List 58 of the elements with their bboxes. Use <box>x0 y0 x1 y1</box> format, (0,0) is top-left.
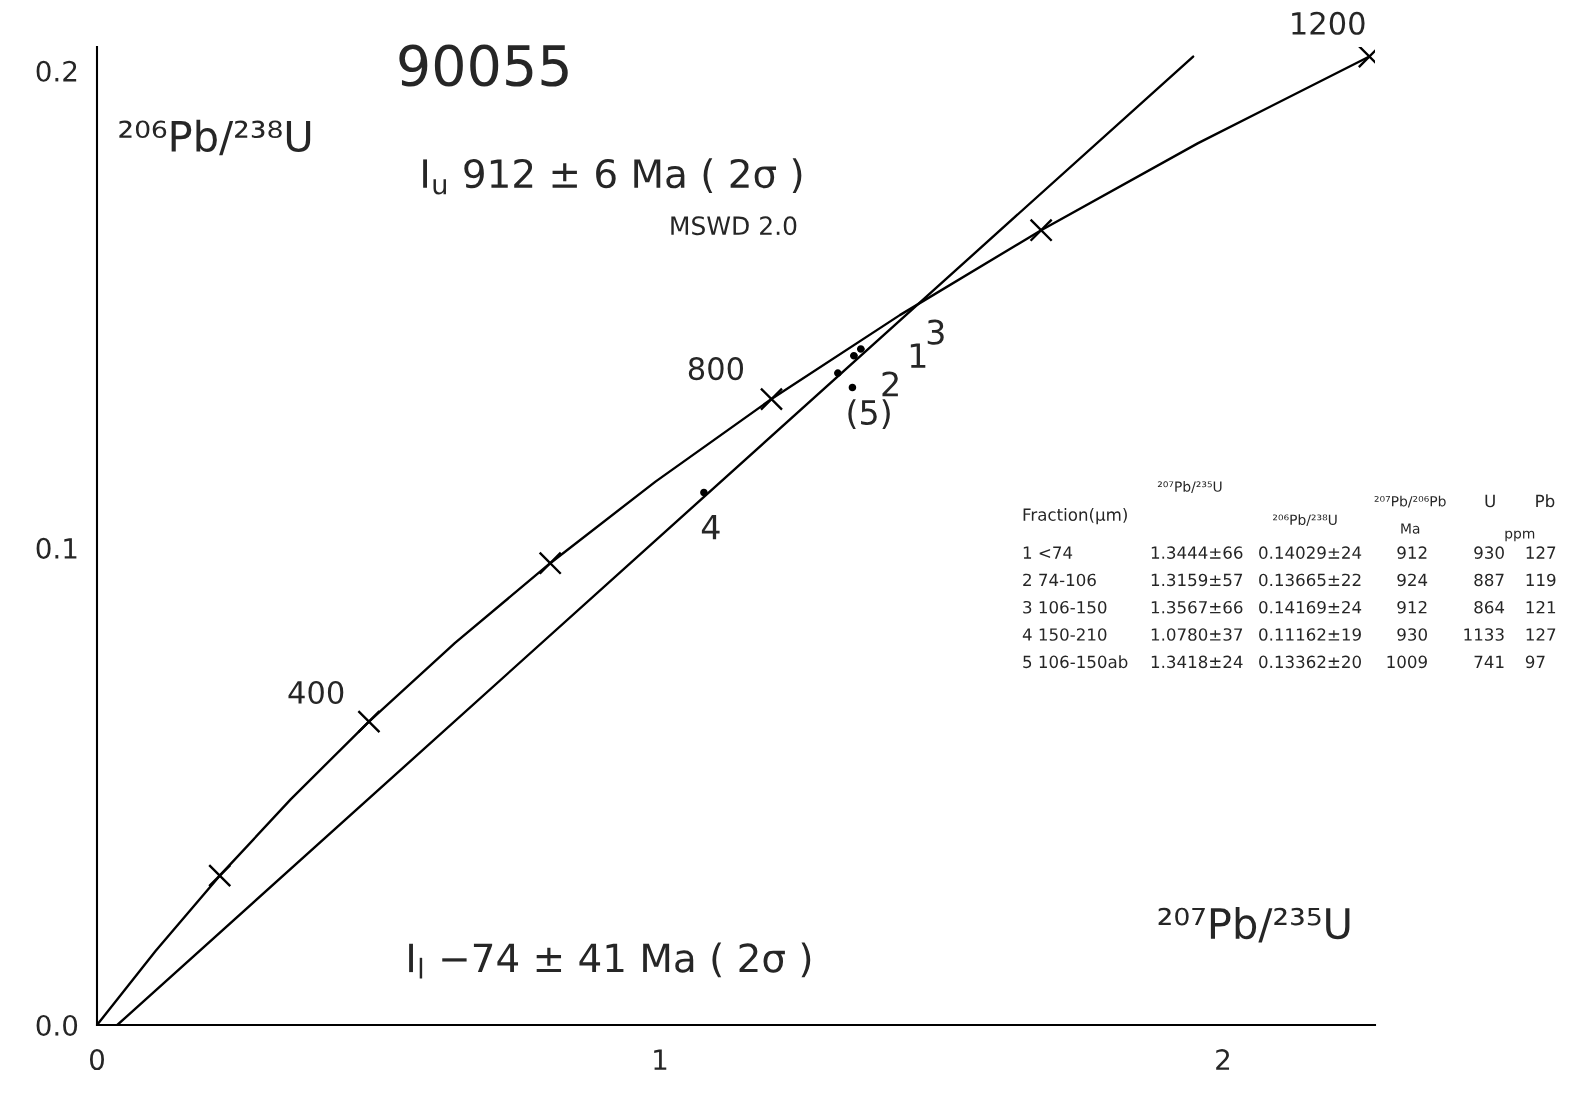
annotation: MSWD 2.0 <box>671 216 797 236</box>
text: 1009 <box>1387 655 1427 669</box>
text: Pb <box>1536 494 1555 508</box>
annotation: 4 <box>701 514 720 540</box>
annotation: 0.14029±24 <box>1259 546 1362 559</box>
text: 930 <box>1397 628 1427 641</box>
text: 930 <box>1474 546 1504 559</box>
x-tick-label: 2 <box>1216 1049 1230 1070</box>
annotation: 1 <74 <box>1023 546 1073 559</box>
text: 97 <box>1525 655 1545 669</box>
y-tick-label: 0.1 <box>36 537 77 559</box>
annotation: 3 106-150 <box>1023 600 1107 614</box>
annotation: 2 74-106 <box>1023 573 1096 587</box>
annotation: 1.3159±57 <box>1151 573 1243 587</box>
annotation: 0.13665±22 <box>1259 573 1361 587</box>
annotation: (5) <box>848 399 890 429</box>
annotation: ²⁰⁶Pb/²³⁸U <box>1273 514 1337 527</box>
text: 119 <box>1526 573 1556 587</box>
text: ppm <box>1505 530 1535 542</box>
text: Ma <box>1401 523 1420 534</box>
annotation: 0.13362±20 <box>1259 655 1361 669</box>
annotation: 3 <box>927 319 944 345</box>
text: 912 <box>1397 600 1427 614</box>
y-tick-label: 0.0 <box>36 1014 78 1036</box>
text: 1133 <box>1464 628 1504 641</box>
annotation: 1200 <box>1292 11 1365 35</box>
annotation: 1.3418±24 <box>1151 655 1243 669</box>
x-tick-label: 1 <box>654 1049 667 1070</box>
annotation: ²⁰⁷Pb/²³⁵U <box>1157 481 1222 493</box>
annotation: I$_{l}$ −74 ± 41 Ma ( 2σ ) <box>409 942 811 979</box>
annotation: 0.11162±19 <box>1259 628 1361 641</box>
annotation: Fraction(μm) <box>1023 508 1127 525</box>
annotation: 1.3444±66 <box>1151 546 1243 559</box>
text: 741 <box>1474 655 1504 668</box>
y-tick-label: 0.2 <box>36 60 77 82</box>
x-axis-title: ²⁰⁷Pb/²³⁵U <box>1158 907 1350 943</box>
annotation: 800 <box>688 357 744 381</box>
annotation: 1.3567±66 <box>1151 600 1243 614</box>
text: U <box>1485 494 1495 508</box>
annotation: 0.14169±24 <box>1259 600 1362 614</box>
text: 127 <box>1526 546 1556 559</box>
annotation: 2 <box>882 371 898 397</box>
annotation: ²⁰⁷Pb/²⁰⁶Pb <box>1374 495 1446 508</box>
text: 127 <box>1526 628 1556 641</box>
text: 912 <box>1397 546 1427 559</box>
annotation: 1.0780±37 <box>1151 628 1243 641</box>
text: 864 <box>1474 600 1505 614</box>
annotation: I$_{u}$ 912 ± 6 Ma ( 2σ ) <box>423 158 802 195</box>
chart-title: 90055 <box>399 44 568 87</box>
y-axis-title: ²⁰⁶Pb/²³⁸U <box>119 119 311 156</box>
x-tick-label: 0 <box>89 1049 104 1071</box>
annotation: 1 <box>910 343 926 368</box>
annotation: 5 106-150ab <box>1023 655 1128 669</box>
annotation: 4 150-210 <box>1022 628 1107 641</box>
text: 924 <box>1397 573 1428 587</box>
text: 887 <box>1474 573 1504 587</box>
text: 121 <box>1526 600 1556 614</box>
annotation: 400 <box>288 680 344 705</box>
